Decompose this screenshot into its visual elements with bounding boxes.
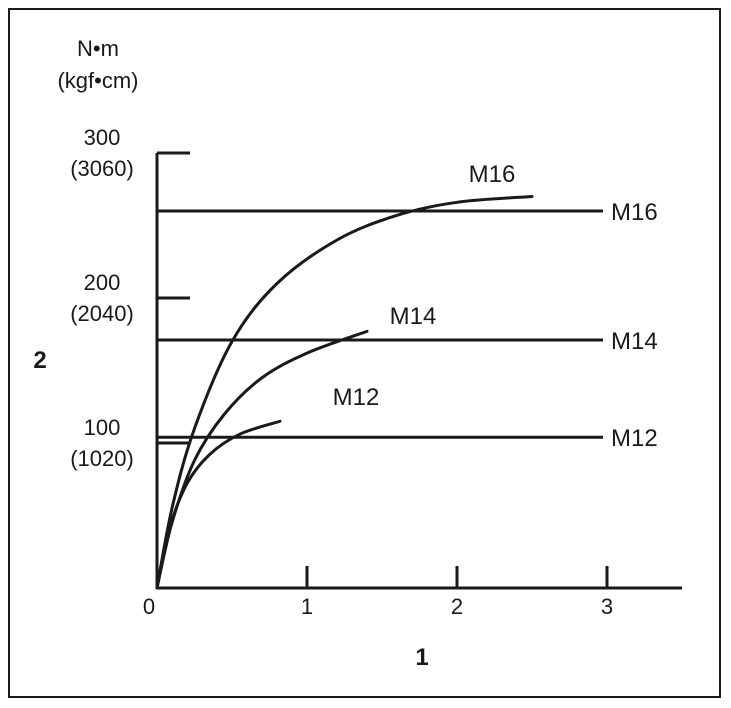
limit-label-m16: M16 xyxy=(611,199,658,226)
ticks: 0 1 2 3 100 (1020) 200 (2040) 300 (3060) xyxy=(70,125,613,619)
x-tick-label: 3 xyxy=(601,594,613,619)
curve-m12 xyxy=(155,419,282,590)
limit-label-m12: M12 xyxy=(611,425,658,452)
y-tick-label: 300 xyxy=(84,125,121,150)
curve-label-m16: M16 xyxy=(469,161,516,188)
y-tick-sublabel: (1020) xyxy=(70,446,134,471)
labels: N•m (kgf•cm) 2 1 xyxy=(33,36,428,671)
y-tick-sublabel: (2040) xyxy=(70,301,134,326)
x-tick-label: 0 xyxy=(143,594,155,619)
curves: M16 M14 M12 xyxy=(155,161,534,590)
y-tick-label: 100 xyxy=(84,415,121,440)
y-tick-sublabel: (3060) xyxy=(70,156,134,181)
axes xyxy=(155,153,682,590)
curve-m16 xyxy=(155,195,534,590)
x-tick-label: 1 xyxy=(301,594,313,619)
curve-m14 xyxy=(155,329,369,590)
x-axis-marker: 1 xyxy=(415,644,428,671)
y-tick-label: 200 xyxy=(84,270,121,295)
y-unit-label-1: N•m xyxy=(77,36,119,61)
limit-label-m14: M14 xyxy=(611,328,658,355)
y-unit-label-2: (kgf•cm) xyxy=(57,68,138,93)
curve-label-m14: M14 xyxy=(390,303,437,330)
curve-label-m12: M12 xyxy=(333,384,380,411)
y-axis-marker: 2 xyxy=(33,347,46,374)
chart-frame xyxy=(8,8,721,698)
x-tick-label: 2 xyxy=(451,594,463,619)
limit-lines: M16 M14 M12 xyxy=(157,199,658,452)
